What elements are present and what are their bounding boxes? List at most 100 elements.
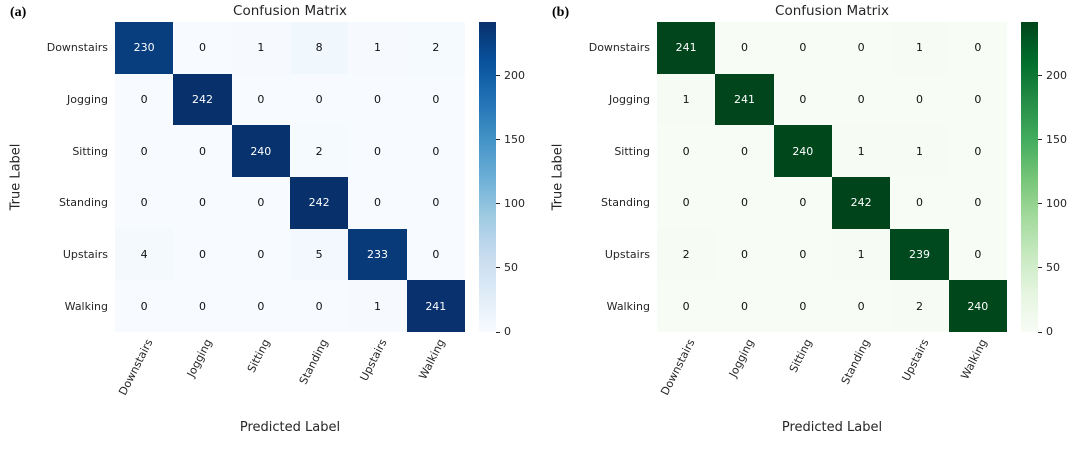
colorbar-tick-label: 150	[1046, 132, 1067, 146]
heatmap-cell: 0	[406, 177, 465, 229]
colorbar-tick-label: 50	[504, 260, 518, 274]
heatmap-cell: 5	[289, 228, 349, 281]
colorbar-tick-label: 0	[1046, 325, 1053, 338]
heatmap-cell: 0	[831, 280, 891, 332]
heatmap-cell: 1	[831, 125, 891, 177]
confusion-matrix-panel-a: (a) Confusion Matrix True Label 230 0 1 8 1 2…	[0, 0, 542, 447]
x-axis-label: Predicted Label	[781, 420, 883, 435]
heatmap-cell: 0	[948, 228, 1007, 281]
colorbar	[479, 22, 496, 332]
colorbar-tick-label: 200	[1046, 68, 1067, 82]
colorbar-tick-mark	[496, 267, 500, 269]
heatmap-cell: 4	[115, 228, 174, 281]
heatmap-cell: 0	[715, 177, 774, 229]
heatmap-cell: 0	[773, 280, 832, 332]
heatmap-cell: 0	[231, 228, 290, 281]
heatmap-cell: 0	[657, 125, 716, 177]
heatmap-cell: 1	[348, 280, 407, 332]
heatmap-cell: 2	[289, 125, 349, 177]
x-tick-label: Walking	[958, 337, 990, 382]
x-axis-label: Predicted Label	[239, 420, 341, 435]
x-tick-label: Walking	[416, 337, 448, 382]
colorbar-tick-label: 200	[504, 68, 525, 82]
heatmap-cell: 0	[406, 125, 465, 177]
panel-label-b: (b)	[552, 5, 570, 20]
heatmap-cell: 0	[115, 177, 174, 229]
colorbar-tick-label: 150	[504, 132, 525, 146]
y-tick-label: Walking	[64, 299, 108, 313]
x-tick-label: Upstairs	[357, 337, 390, 384]
colorbar-tick-label: 50	[1046, 260, 1060, 274]
heatmap-cell: 0	[231, 73, 290, 126]
heatmap-cell: 0	[890, 177, 949, 229]
heatmap-cell: 233	[348, 228, 407, 281]
colorbar-tick-mark	[1038, 203, 1042, 205]
colorbar	[1021, 22, 1038, 332]
x-tick-label: Upstairs	[899, 337, 932, 384]
x-tick-label: Standing	[838, 337, 873, 387]
heatmap-cell: 0	[115, 280, 174, 332]
y-tick-label: Jogging	[609, 92, 650, 106]
x-tick-label: Sitting	[244, 337, 273, 375]
heatmap-cell: 0	[773, 22, 832, 74]
colorbar-tick-mark	[496, 139, 500, 141]
heatmap-cell: 241	[715, 73, 774, 126]
x-tick-label: Downstairs	[116, 337, 156, 398]
heatmap-cell: 1	[348, 22, 407, 74]
panel-label-a: (a)	[10, 5, 27, 20]
colorbar-tick-mark	[1038, 331, 1042, 333]
colorbar-tick-label: 100	[504, 196, 525, 210]
heatmap-cell: 0	[890, 73, 949, 126]
heatmap-cell: 0	[231, 280, 290, 332]
heatmap-cell: 0	[173, 125, 232, 177]
chart-title: Confusion Matrix	[233, 3, 347, 19]
heatmap-grid: 241 0 0 0 1 0 1 241 0 0 0 0 0 0 240 1 1 0 0 0 0 242 0 0 2 0 0 1 239 0…	[657, 22, 1007, 332]
x-tick-label: Standing	[296, 337, 331, 387]
heatmap-grid: 230 0 1 8 1 2 0 242 0 0 0 0 0 0 240 2 0 0 0 0 0 242 0 0 4 0 0 5 233 0…	[115, 22, 465, 332]
heatmap-cell: 1	[657, 73, 716, 126]
heatmap-cell: 0	[115, 73, 174, 126]
colorbar-tick-label: 0	[504, 325, 511, 338]
colorbar-tick-mark	[1038, 75, 1042, 77]
colorbar-tick-mark	[1038, 139, 1042, 141]
heatmap-cell: 0	[657, 280, 716, 332]
heatmap-cell: 239	[890, 228, 949, 281]
heatmap-cell: 0	[715, 228, 774, 281]
heatmap-cell: 0	[657, 177, 716, 229]
heatmap-cell: 1	[231, 22, 290, 74]
heatmap-cell: 0	[715, 125, 774, 177]
heatmap-cell: 0	[173, 228, 232, 281]
y-axis-label: True Label	[8, 143, 24, 211]
x-tick-label: Jogging	[725, 337, 757, 380]
heatmap-cell: 0	[948, 125, 1007, 177]
heatmap-cell: 0	[115, 125, 174, 177]
x-tick-label: Sitting	[786, 337, 815, 375]
heatmap-cell: 0	[406, 73, 465, 126]
heatmap-cell: 1	[890, 125, 949, 177]
chart-title: Confusion Matrix	[775, 3, 889, 19]
heatmap-cell: 0	[831, 73, 891, 126]
colorbar-tick-mark	[496, 203, 500, 205]
heatmap-cell: 0	[173, 22, 232, 74]
heatmap-cell: 0	[831, 22, 891, 74]
heatmap-cell: 0	[773, 177, 832, 229]
x-tick-label: Downstairs	[658, 337, 698, 398]
y-tick-label: Upstairs	[62, 247, 108, 261]
heatmap-cell: 242	[831, 177, 891, 229]
heatmap-cell: 230	[115, 22, 174, 74]
heatmap-cell: 0	[348, 73, 407, 126]
heatmap-cell: 0	[406, 228, 465, 281]
heatmap-cell: 0	[348, 125, 407, 177]
heatmap-cell: 0	[173, 280, 232, 332]
heatmap-cell: 0	[289, 280, 349, 332]
heatmap-cell: 8	[289, 22, 349, 74]
heatmap-cell: 0	[715, 280, 774, 332]
colorbar-tick-mark	[496, 331, 500, 333]
heatmap-cell: 241	[657, 22, 716, 74]
heatmap-cell: 2	[406, 22, 465, 74]
heatmap-cell: 242	[173, 73, 232, 126]
heatmap-cell: 1	[831, 228, 891, 281]
heatmap-cell: 0	[289, 73, 349, 126]
colorbar-tick-label: 100	[1046, 196, 1067, 210]
heatmap-cell: 0	[948, 22, 1007, 74]
